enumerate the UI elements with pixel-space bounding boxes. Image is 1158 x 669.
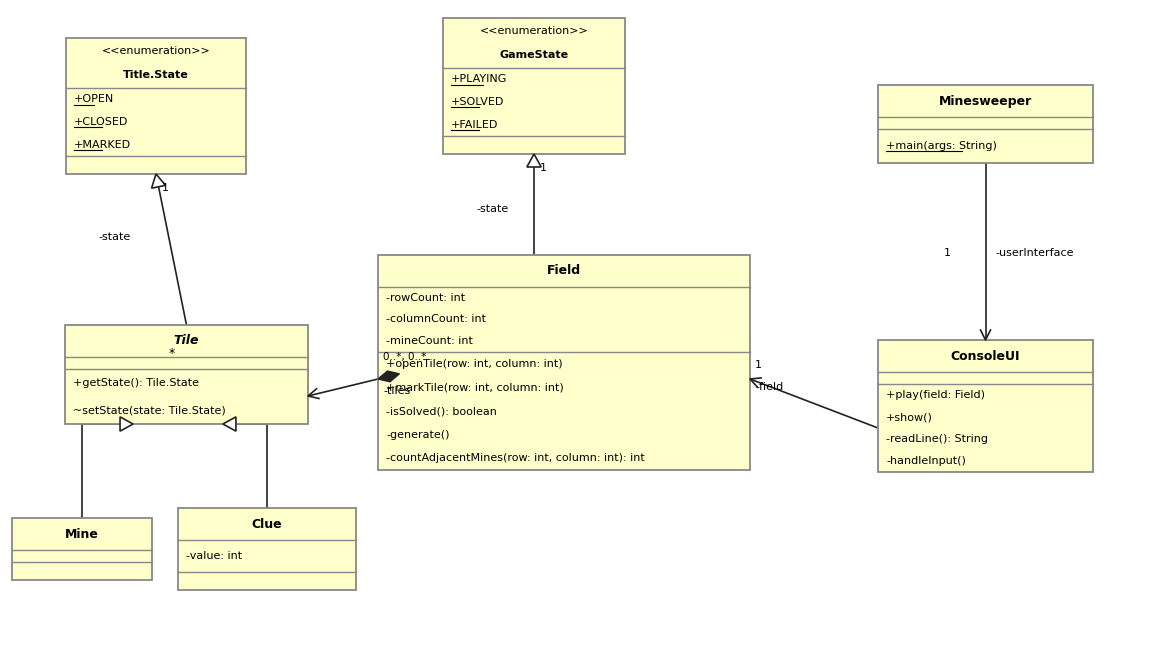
Polygon shape — [152, 174, 166, 188]
Text: -mineCount: int: -mineCount: int — [386, 336, 472, 346]
Text: -columnCount: int: -columnCount: int — [386, 314, 486, 324]
Text: ~setState(state: Tile.State): ~setState(state: Tile.State) — [73, 405, 226, 415]
Text: +markTile(row: int, column: int): +markTile(row: int, column: int) — [386, 383, 564, 393]
Text: Clue: Clue — [251, 518, 283, 531]
Bar — [178, 508, 356, 590]
Bar — [66, 38, 245, 174]
Text: -handleInput(): -handleInput() — [886, 456, 966, 466]
Polygon shape — [223, 417, 236, 431]
Bar — [65, 325, 308, 424]
Text: Title.State: Title.State — [123, 70, 189, 80]
Text: -readLine(): String: -readLine(): String — [886, 434, 988, 444]
Text: +CLOSED: +CLOSED — [74, 117, 129, 127]
Text: 0..*, 0..*: 0..*, 0..* — [383, 352, 426, 362]
Bar — [444, 18, 625, 154]
Text: -isSolved(): boolean: -isSolved(): boolean — [386, 406, 497, 416]
Text: +show(): +show() — [886, 412, 933, 422]
Text: +OPEN: +OPEN — [74, 94, 115, 104]
Text: GameState: GameState — [499, 50, 569, 60]
Text: -countAdjacentMines(row: int, column: int): int: -countAdjacentMines(row: int, column: in… — [386, 453, 645, 463]
Text: 1: 1 — [162, 183, 169, 193]
Text: +openTile(row: int, column: int): +openTile(row: int, column: int) — [386, 359, 563, 369]
Text: ConsoleUI: ConsoleUI — [951, 349, 1020, 363]
Polygon shape — [527, 154, 541, 167]
Text: Minesweeper: Minesweeper — [939, 94, 1032, 108]
Text: -field: -field — [755, 382, 783, 392]
Text: 1: 1 — [755, 360, 762, 370]
Polygon shape — [120, 417, 133, 431]
Text: <<enumeration>>: <<enumeration>> — [479, 25, 588, 35]
Text: -userInterface: -userInterface — [996, 248, 1073, 258]
Text: -generate(): -generate() — [386, 429, 449, 440]
Text: Tile: Tile — [174, 334, 199, 347]
Text: *: * — [169, 347, 175, 359]
Text: +main(args: String): +main(args: String) — [886, 141, 997, 151]
Text: 1: 1 — [944, 248, 951, 258]
Text: 1: 1 — [540, 163, 547, 173]
Bar — [878, 340, 1093, 472]
Bar — [12, 518, 152, 580]
Text: +PLAYING: +PLAYING — [450, 74, 507, 84]
Text: <<enumeration>>: <<enumeration>> — [102, 45, 211, 56]
Text: -rowCount: int: -rowCount: int — [386, 293, 466, 303]
Text: +play(field: Field): +play(field: Field) — [886, 390, 985, 400]
Text: +getState(): Tile.State: +getState(): Tile.State — [73, 378, 199, 388]
Polygon shape — [378, 371, 400, 382]
Text: -state: -state — [98, 233, 130, 242]
Text: -value: int: -value: int — [186, 551, 242, 561]
Text: Mine: Mine — [65, 527, 98, 541]
Bar — [878, 85, 1093, 163]
Text: +FAILED: +FAILED — [450, 120, 498, 130]
Text: +MARKED: +MARKED — [74, 140, 131, 150]
Text: -tiles: -tiles — [383, 386, 410, 396]
Text: Field: Field — [547, 264, 581, 278]
Text: -state: -state — [476, 205, 508, 215]
Text: +SOLVED: +SOLVED — [450, 97, 505, 107]
Bar — [378, 255, 750, 470]
